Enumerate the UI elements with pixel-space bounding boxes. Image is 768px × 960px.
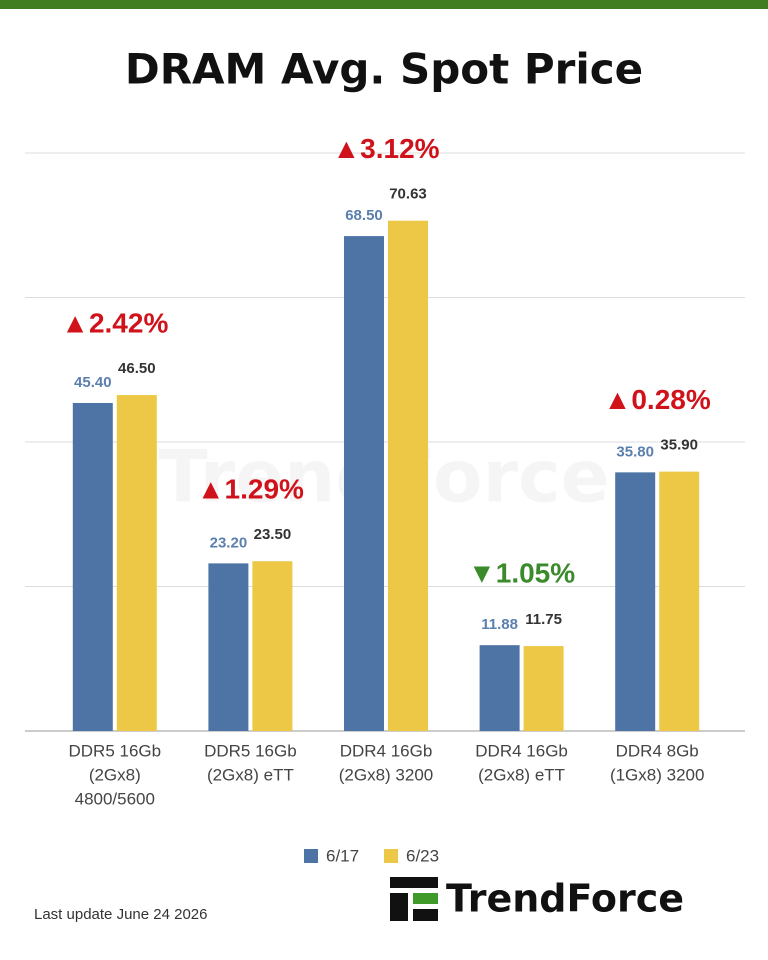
legend-swatch [304, 849, 318, 863]
bar [659, 471, 700, 731]
data-label: 35.90 [660, 437, 698, 454]
x-tick-label: (2Gx8) eTT [207, 765, 294, 784]
x-tick-label: DDR4 16Gb [340, 741, 433, 760]
x-tick-label: (2Gx8) 3200 [339, 765, 434, 784]
x-tick-label: DDR5 16Gb [204, 741, 297, 760]
change-annotation: ▲3.12% [332, 133, 439, 164]
chart-title: DRAM Avg. Spot Price [125, 45, 643, 94]
data-label: 35.80 [616, 443, 654, 460]
data-label: 70.63 [389, 186, 427, 203]
data-label: 23.20 [210, 534, 248, 551]
bar [615, 472, 656, 731]
legend-label: 6/17 [326, 846, 359, 865]
data-label: 23.50 [254, 526, 292, 543]
bar [252, 561, 293, 731]
bar [344, 236, 384, 731]
x-tick-label: (2Gx8) eTT [478, 765, 565, 784]
x-tick-label: DDR4 8Gb [616, 741, 699, 760]
data-label: 11.75 [525, 611, 562, 628]
bar [72, 402, 113, 731]
logo-text: TrendForce [446, 877, 684, 921]
data-label: 45.40 [74, 374, 112, 391]
data-label: 68.50 [345, 207, 383, 224]
bar [116, 395, 157, 731]
bar [208, 563, 249, 731]
x-tick-label: (1Gx8) 3200 [610, 765, 705, 784]
x-tick-label: (2Gx8) [89, 765, 141, 784]
bar [388, 220, 428, 732]
change-annotation: ▲1.29% [197, 474, 304, 505]
change-annotation: ▲2.42% [61, 307, 168, 338]
bar [523, 646, 564, 731]
legend-swatch [384, 849, 398, 863]
change-annotation: ▼1.05% [468, 558, 575, 589]
top-band [0, 0, 768, 9]
data-label: 46.50 [118, 360, 156, 377]
footnote: Last update June 24 2026 [34, 906, 207, 923]
bar [479, 645, 520, 731]
x-tick-label: 4800/5600 [75, 789, 155, 808]
x-tick-label: DDR4 16Gb [475, 741, 568, 760]
x-tick-label: DDR5 16Gb [68, 741, 161, 760]
data-label: 11.88 [481, 616, 518, 633]
logo-icon [390, 877, 438, 921]
change-annotation: ▲0.28% [604, 384, 711, 415]
legend-label: 6/23 [406, 846, 439, 865]
